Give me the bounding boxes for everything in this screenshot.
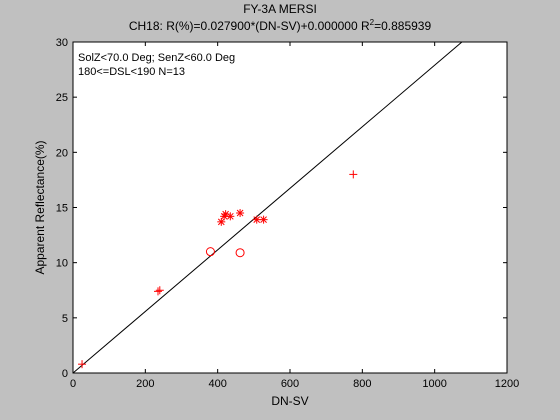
annotation-angles: SolZ<70.0 Deg; SenZ<60.0 Deg [78, 52, 236, 64]
data-point-plus [155, 286, 164, 295]
y-tick-label: 5 [62, 313, 68, 325]
data-point-circle [235, 248, 245, 258]
data-point-plus [349, 170, 358, 179]
x-tick-label: 1200 [495, 378, 519, 390]
x-tick-label: 800 [353, 378, 371, 390]
data-point-circle [205, 247, 215, 257]
data-point-plus [78, 360, 87, 369]
y-tick-label: 0 [62, 368, 68, 380]
x-tick-label: 400 [208, 378, 226, 390]
data-point-plus [153, 287, 162, 296]
chart-title: FY-3A MERSI [243, 2, 317, 16]
x-tick-label: 1000 [422, 378, 446, 390]
fit-line [73, 42, 463, 373]
y-tick-label: 20 [56, 147, 68, 159]
annotation-dsl-count: 180<=DSL<190 N=13 [78, 66, 186, 78]
data-point-star [259, 215, 268, 224]
data-point-star [252, 215, 261, 224]
x-axis-label: DN-SV [271, 394, 308, 408]
y-axis-label: Apparent Reflectance(%) [33, 140, 47, 274]
chart-subtitle: CH18: R(%)=0.027900*(DN-SV)+0.000000 R2=… [0, 18, 560, 33]
y-tick-label: 25 [56, 92, 68, 104]
x-tick-label: 200 [136, 378, 154, 390]
data-point-star [226, 212, 235, 221]
plot-area [72, 41, 508, 374]
y-tick-label: 30 [56, 37, 68, 49]
subtitle-prefix: CH18: R(%)=0.027900*(DN-SV)+0.000000 R [128, 19, 370, 33]
y-tick-label: 15 [56, 203, 68, 215]
data-point-star [236, 209, 245, 218]
y-tick-label: 10 [56, 258, 68, 270]
x-tick-label: 600 [281, 378, 299, 390]
subtitle-suffix: =0.885939 [374, 19, 432, 33]
x-tick-label: 0 [70, 378, 76, 390]
subtitle-superscript: 2 [369, 18, 375, 27]
